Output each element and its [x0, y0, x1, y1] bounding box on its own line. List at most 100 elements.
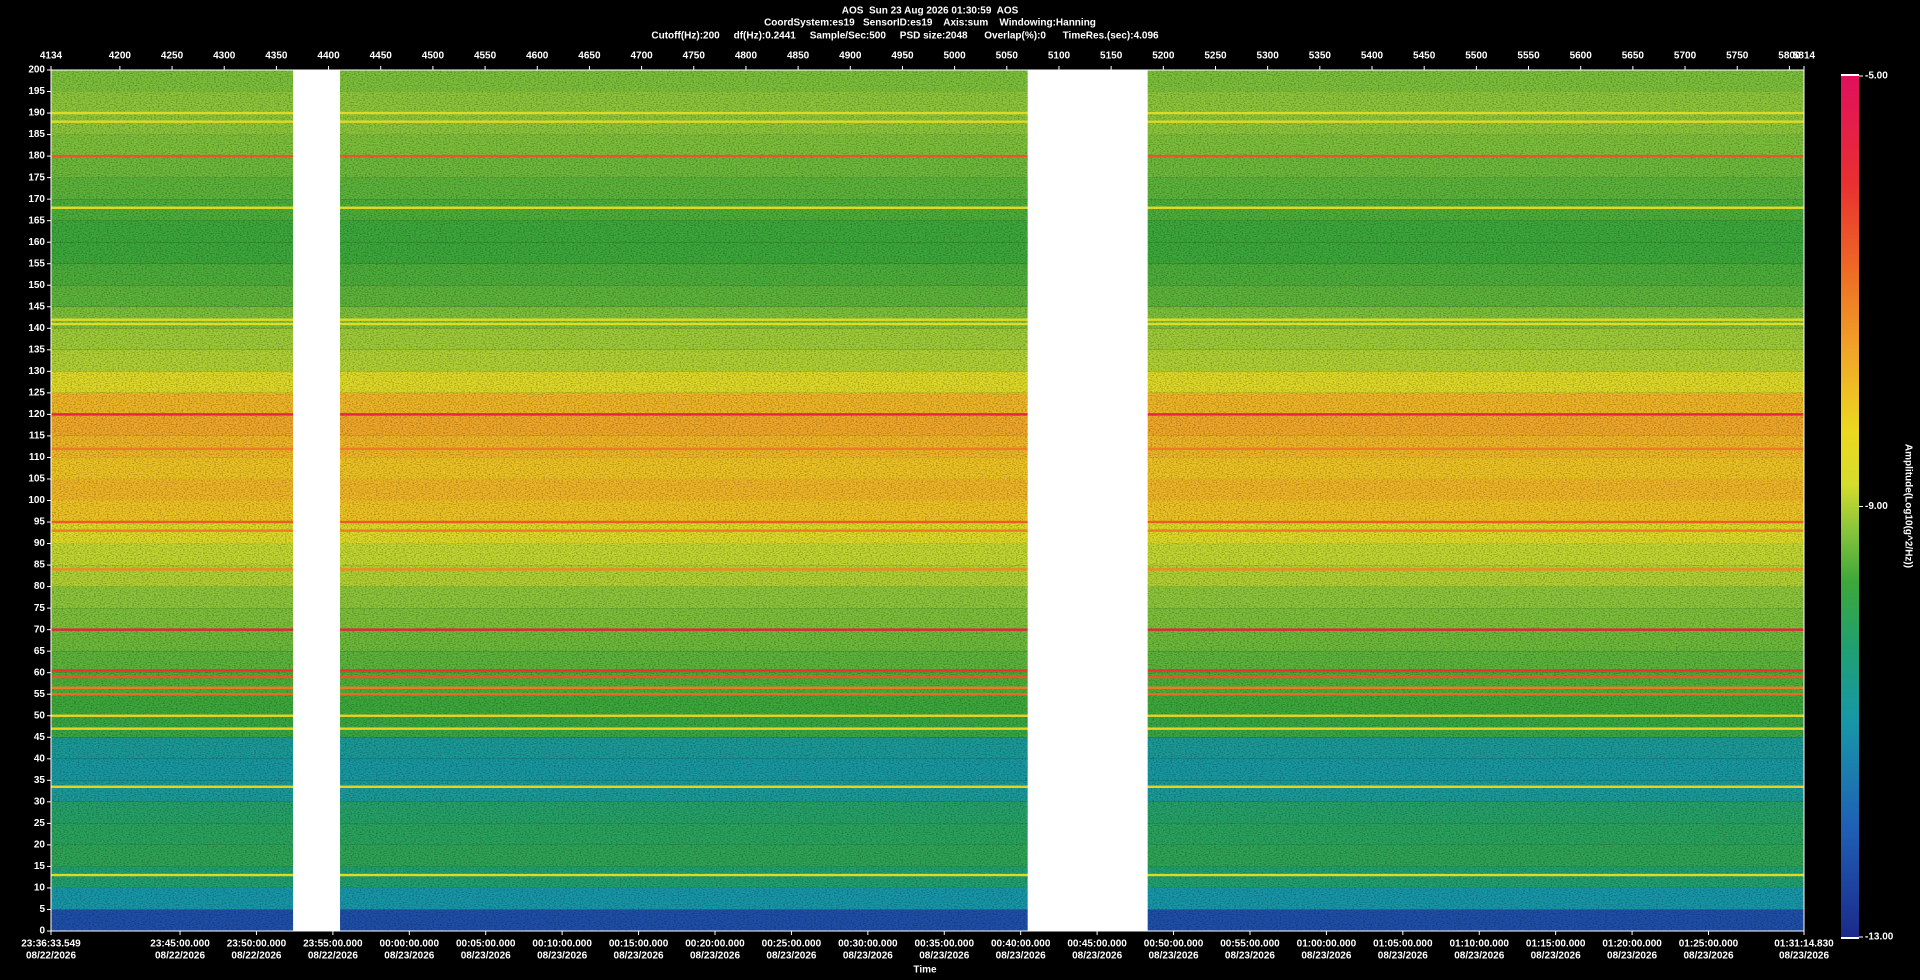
y-tick-label: 175 — [28, 172, 45, 183]
y-tick-label: 195 — [28, 86, 45, 97]
x-tick-label: 4350 — [265, 51, 288, 62]
spectral-line — [51, 447, 1804, 451]
spectral-line — [51, 154, 1804, 158]
time-tick-label: 00:05:00.000 — [456, 939, 516, 950]
time-tick-label: 00:15:00.000 — [609, 939, 669, 950]
date-tick-label: 08/23/2026 — [843, 951, 893, 962]
spectral-line — [51, 120, 1804, 123]
y-tick-label: 40 — [34, 753, 46, 764]
chart-title: AOS Sun 23 Aug 2026 01:30:59 AOS — [842, 6, 1019, 17]
time-tick-label: 01:10:00.000 — [1449, 939, 1509, 950]
data-gap — [1027, 70, 1148, 931]
x-tick-label: 4500 — [422, 51, 445, 62]
y-tick-label: 155 — [28, 258, 45, 269]
time-tick-label: 00:55:00.000 — [1220, 939, 1280, 950]
x-tick-label: 4800 — [735, 51, 758, 62]
spectral-line — [51, 693, 1804, 696]
date-tick-label: 08/22/2026 — [308, 951, 358, 962]
colorbar-tick-label: -13.00 — [1865, 932, 1894, 943]
plot-area — [51, 70, 1804, 931]
y-tick-label: 5 — [39, 904, 45, 915]
y-tick-label: 180 — [28, 151, 45, 162]
date-tick-label: 08/23/2026 — [1072, 951, 1122, 962]
date-tick-label: 08/23/2026 — [461, 951, 511, 962]
date-tick-label: 08/23/2026 — [1531, 951, 1581, 962]
time-tick-label: 00:25:00.000 — [762, 939, 822, 950]
spectral-line — [51, 714, 1804, 717]
chart-subtitle: CoordSystem:es19 SensorID:es19 Axis:sum … — [764, 18, 1096, 29]
x-tick-label: 5800 — [1778, 51, 1801, 62]
y-tick-label: 10 — [34, 883, 46, 894]
date-tick-label: 08/23/2026 — [996, 951, 1046, 962]
date-tick-label: 08/23/2026 — [1225, 951, 1275, 962]
date-tick-label: 08/23/2026 — [1149, 951, 1199, 962]
y-tick-label: 145 — [28, 301, 45, 312]
y-tick-label: 75 — [34, 603, 46, 614]
spectral-line — [51, 628, 1804, 631]
time-tick-label: 01:15:00.000 — [1526, 939, 1586, 950]
y-tick-label: 130 — [28, 366, 45, 377]
colorbar-tick-label: -5.00 — [1865, 71, 1888, 82]
time-tick-label: 00:50:00.000 — [1144, 939, 1204, 950]
x-tick-label: 5814 — [1793, 51, 1816, 62]
y-tick-label: 170 — [28, 194, 45, 205]
y-tick-label: 70 — [34, 624, 46, 635]
time-tick-label: 01:31:14.830 — [1774, 939, 1834, 950]
time-tick-label: 01:00:00.000 — [1297, 939, 1357, 950]
x-tick-label: 4134 — [40, 51, 63, 62]
x-tick-label: 4900 — [839, 51, 862, 62]
y-tick-label: 0 — [39, 926, 45, 937]
spectral-line — [51, 529, 1804, 532]
date-tick-label: 08/23/2026 — [537, 951, 587, 962]
y-tick-label: 95 — [34, 517, 46, 528]
spectral-line — [51, 318, 1804, 321]
x-tick-label: 5200 — [1152, 51, 1175, 62]
x-tick-label: 4450 — [370, 51, 393, 62]
spectral-line — [51, 520, 1804, 524]
x-tick-label: 5450 — [1413, 51, 1436, 62]
x-tick-label: 4400 — [317, 51, 340, 62]
spectral-line — [51, 206, 1804, 209]
spectral-line — [51, 675, 1804, 679]
time-tick-label: 23:50:00.000 — [227, 939, 287, 950]
y-tick-label: 190 — [28, 108, 45, 119]
colorbar — [1841, 76, 1859, 937]
time-tick-label: 01:20:00.000 — [1602, 939, 1662, 950]
y-tick-label: 35 — [34, 775, 46, 786]
date-tick-label: 08/23/2026 — [1454, 951, 1504, 962]
date-tick-label: 08/22/2026 — [155, 951, 205, 962]
x-axis-label: Time — [913, 965, 937, 976]
y-tick-label: 65 — [34, 646, 46, 657]
x-tick-label: 5550 — [1517, 51, 1540, 62]
x-tick-label: 5300 — [1257, 51, 1280, 62]
x-tick-label: 5650 — [1622, 51, 1645, 62]
spectral-line — [51, 669, 1804, 672]
y-tick-label: 110 — [29, 452, 46, 463]
date-tick-label: 08/23/2026 — [1301, 951, 1351, 962]
y-tick-label: 60 — [34, 667, 46, 678]
date-tick-label: 08/23/2026 — [1378, 951, 1428, 962]
x-tick-label: 4700 — [630, 51, 653, 62]
plot-frame — [50, 69, 1805, 932]
y-tick-label: 165 — [28, 215, 45, 226]
x-tick-label: 4200 — [109, 51, 132, 62]
x-tick-label: 4850 — [787, 51, 810, 62]
x-tick-label: 5350 — [1309, 51, 1332, 62]
date-tick-label: 08/22/2026 — [231, 951, 281, 962]
time-tick-label: 00:35:00.000 — [915, 939, 975, 950]
y-tick-label: 15 — [34, 861, 46, 872]
date-tick-label: 08/23/2026 — [1607, 951, 1657, 962]
time-tick-label: 00:30:00.000 — [838, 939, 898, 950]
x-tick-label: 5100 — [1048, 51, 1071, 62]
spectral-line — [51, 785, 1804, 788]
date-tick-label: 08/23/2026 — [1779, 951, 1829, 962]
y-tick-label: 185 — [28, 129, 45, 140]
spectral-line — [51, 111, 1804, 115]
spectral-line — [51, 413, 1804, 416]
y-tick-label: 200 — [28, 65, 45, 76]
x-tick-label: 4950 — [891, 51, 914, 62]
y-tick-label: 105 — [28, 474, 45, 485]
spectral-line — [51, 727, 1804, 730]
date-tick-label: 08/23/2026 — [1683, 951, 1733, 962]
